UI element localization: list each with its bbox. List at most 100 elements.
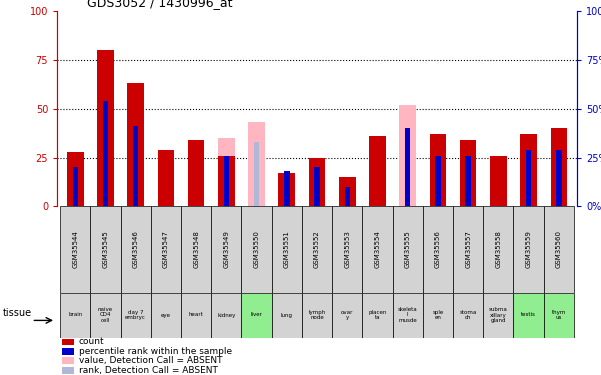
Bar xyxy=(435,156,441,206)
Text: liver: liver xyxy=(251,312,263,318)
Bar xyxy=(181,206,211,292)
Bar xyxy=(483,292,513,338)
Bar xyxy=(302,292,332,338)
Bar xyxy=(63,367,74,374)
Text: lung: lung xyxy=(281,312,293,318)
Bar xyxy=(362,206,392,292)
Text: GSM35558: GSM35558 xyxy=(495,230,501,268)
Text: GSM35553: GSM35553 xyxy=(344,230,350,268)
Bar xyxy=(369,136,386,206)
Bar xyxy=(392,292,423,338)
Bar xyxy=(544,206,574,292)
Bar xyxy=(211,206,242,292)
Bar xyxy=(453,292,483,338)
Bar xyxy=(188,165,204,206)
Text: GSM35557: GSM35557 xyxy=(465,230,471,268)
Bar xyxy=(526,150,531,206)
Bar xyxy=(520,134,537,206)
Bar xyxy=(453,206,483,292)
Bar xyxy=(63,357,74,364)
Bar xyxy=(430,134,446,206)
Bar xyxy=(278,173,295,206)
Text: tissue: tissue xyxy=(3,308,32,318)
Bar xyxy=(133,126,138,206)
Text: GSM35554: GSM35554 xyxy=(374,231,380,268)
Bar xyxy=(73,167,78,206)
Text: brain: brain xyxy=(68,312,82,318)
Bar xyxy=(375,146,380,206)
Bar xyxy=(392,206,423,292)
Text: ovar
y: ovar y xyxy=(341,310,353,320)
Bar xyxy=(405,128,410,206)
Bar xyxy=(224,156,229,206)
Bar xyxy=(332,292,362,338)
Text: rank, Detection Call = ABSENT: rank, Detection Call = ABSENT xyxy=(79,366,218,375)
Text: GSM35550: GSM35550 xyxy=(254,230,260,268)
Text: day 7
embryc: day 7 embryc xyxy=(125,310,146,320)
Bar xyxy=(400,105,416,206)
Text: GSM35545: GSM35545 xyxy=(102,231,108,268)
Text: GSM35551: GSM35551 xyxy=(284,230,290,268)
Bar xyxy=(339,177,356,206)
Bar xyxy=(218,138,234,206)
Bar xyxy=(423,292,453,338)
Bar xyxy=(302,206,332,292)
Bar xyxy=(218,156,234,206)
Text: GSM35546: GSM35546 xyxy=(133,230,139,268)
Bar xyxy=(314,167,320,206)
Text: eye: eye xyxy=(161,312,171,318)
Bar xyxy=(465,156,471,206)
Text: naive
CD4
cell: naive CD4 cell xyxy=(98,307,113,323)
Bar xyxy=(121,206,151,292)
Bar xyxy=(405,128,410,206)
Bar xyxy=(60,292,90,338)
Text: GSM35556: GSM35556 xyxy=(435,230,441,268)
Text: thym
us: thym us xyxy=(552,310,566,320)
Text: lymph
node: lymph node xyxy=(308,310,326,320)
Text: GSM35548: GSM35548 xyxy=(193,230,199,268)
Text: GSM35552: GSM35552 xyxy=(314,231,320,268)
Text: count: count xyxy=(79,338,105,346)
Text: GSM35560: GSM35560 xyxy=(556,230,562,268)
Bar xyxy=(63,348,74,355)
Bar xyxy=(544,292,574,338)
Bar xyxy=(90,292,121,338)
Bar xyxy=(362,292,392,338)
Bar xyxy=(423,206,453,292)
Bar xyxy=(513,206,544,292)
Bar xyxy=(188,140,204,206)
Bar xyxy=(151,292,181,338)
Bar xyxy=(248,122,265,206)
Text: skeleta
l
musde: skeleta l musde xyxy=(398,307,418,323)
Bar xyxy=(490,156,507,206)
Text: GDS3052 / 1430996_at: GDS3052 / 1430996_at xyxy=(87,0,233,9)
Bar xyxy=(551,128,567,206)
Text: GSM35547: GSM35547 xyxy=(163,230,169,268)
Bar xyxy=(121,292,151,338)
Bar xyxy=(272,206,302,292)
Bar xyxy=(272,292,302,338)
Text: kidney: kidney xyxy=(217,312,236,318)
Bar xyxy=(181,292,211,338)
Bar xyxy=(284,171,290,206)
Bar xyxy=(309,158,325,206)
Bar xyxy=(242,292,272,338)
Text: value, Detection Call = ABSENT: value, Detection Call = ABSENT xyxy=(79,356,222,365)
Bar xyxy=(151,206,181,292)
Text: testis: testis xyxy=(521,312,536,318)
Bar xyxy=(460,140,477,206)
Text: GSM35559: GSM35559 xyxy=(526,230,532,268)
Bar xyxy=(211,292,242,338)
Bar xyxy=(556,150,561,206)
Text: GSM35544: GSM35544 xyxy=(72,231,78,268)
Bar xyxy=(103,101,108,206)
Text: percentile rank within the sample: percentile rank within the sample xyxy=(79,347,232,356)
Bar xyxy=(242,206,272,292)
Bar xyxy=(90,206,121,292)
Bar xyxy=(483,206,513,292)
Bar xyxy=(513,292,544,338)
Bar xyxy=(157,150,174,206)
Bar xyxy=(63,339,74,345)
Bar xyxy=(369,136,386,206)
Bar xyxy=(127,83,144,206)
